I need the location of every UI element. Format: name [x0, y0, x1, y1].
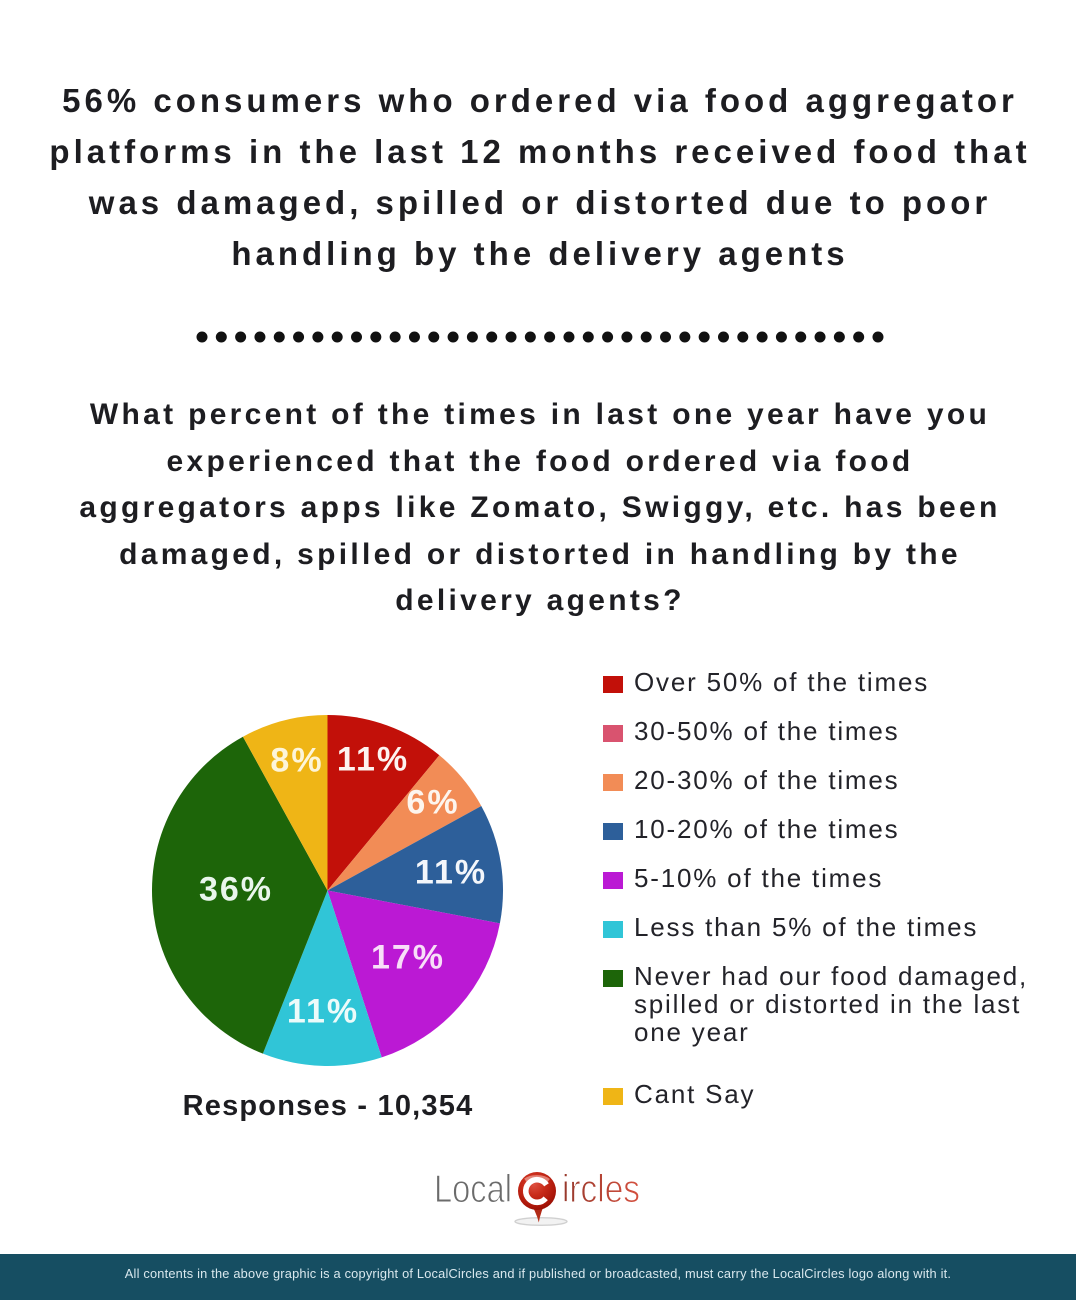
svg-text:ircles: ircles	[562, 1168, 640, 1211]
svg-text:Local: Local	[434, 1168, 512, 1211]
